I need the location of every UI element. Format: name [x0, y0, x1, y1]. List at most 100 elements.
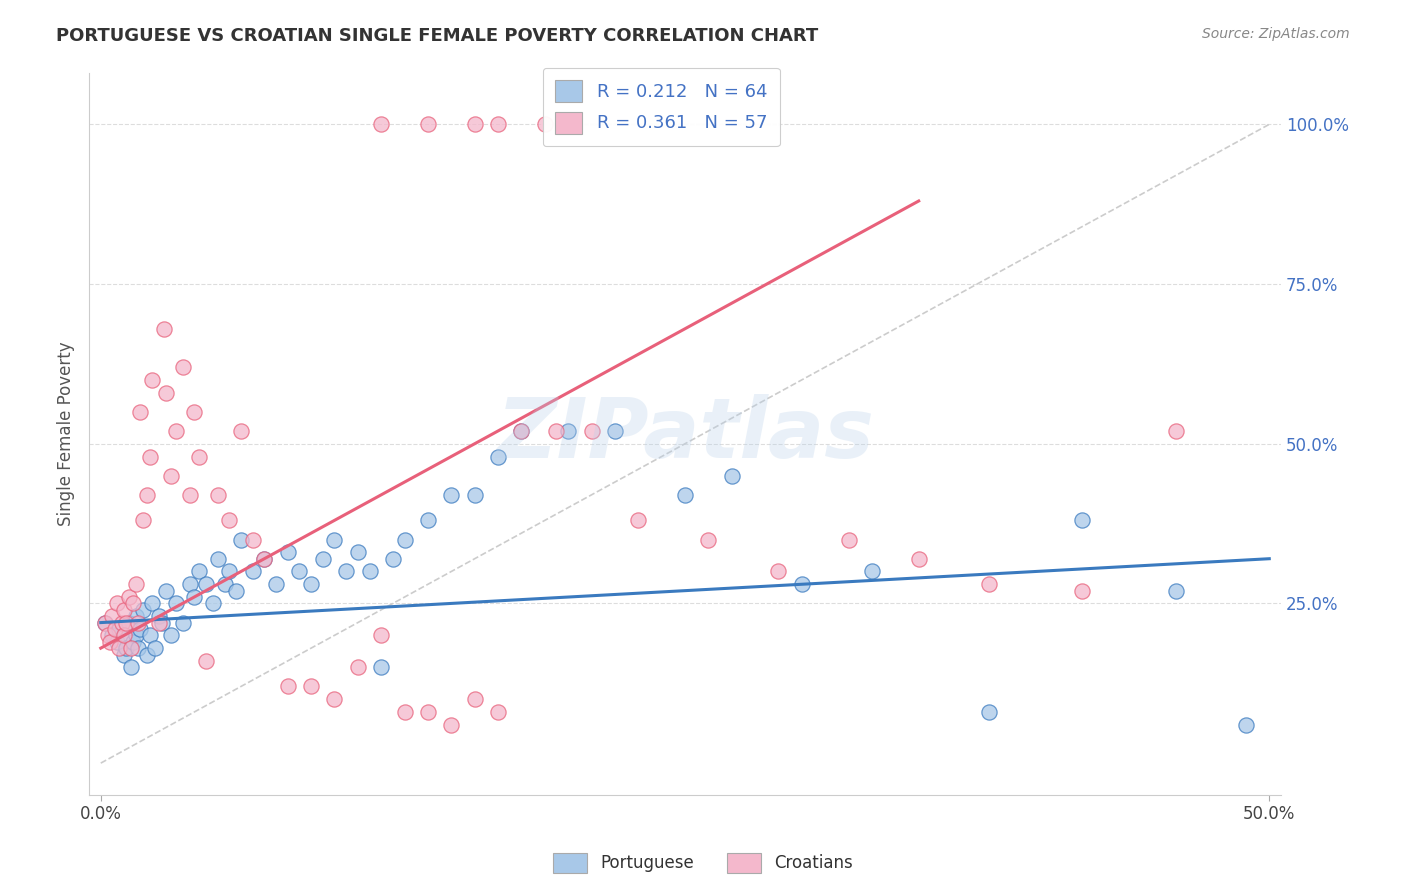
Point — [416, 117, 439, 131]
Point — [464, 117, 486, 131]
Point — [1071, 513, 1094, 527]
Point — [720, 468, 742, 483]
Point — [165, 596, 187, 610]
Point — [627, 513, 650, 527]
Point — [143, 641, 166, 656]
Point — [104, 622, 127, 636]
Point — [153, 322, 176, 336]
Point — [105, 596, 128, 610]
Point — [105, 634, 128, 648]
Point — [218, 513, 240, 527]
Point — [323, 533, 346, 547]
Text: ZIPatlas: ZIPatlas — [496, 393, 875, 475]
Point — [440, 488, 463, 502]
Point — [288, 565, 311, 579]
Point — [120, 641, 142, 656]
Point — [148, 609, 170, 624]
Point — [370, 660, 392, 674]
Point — [97, 628, 120, 642]
Point — [370, 117, 392, 131]
Point — [112, 628, 135, 642]
Point — [977, 577, 1000, 591]
Point — [464, 488, 486, 502]
Point — [299, 577, 322, 591]
Legend: R = 0.212   N = 64, R = 0.361   N = 57: R = 0.212 N = 64, R = 0.361 N = 57 — [543, 68, 780, 146]
Point — [98, 634, 121, 648]
Legend: Portuguese, Croatians: Portuguese, Croatians — [547, 847, 859, 880]
Text: Source: ZipAtlas.com: Source: ZipAtlas.com — [1202, 27, 1350, 41]
Point — [533, 117, 555, 131]
Point — [207, 551, 229, 566]
Point — [141, 596, 163, 610]
Point — [218, 565, 240, 579]
Point — [264, 577, 287, 591]
Point — [510, 424, 533, 438]
Point — [1234, 718, 1257, 732]
Point — [115, 641, 138, 656]
Point — [838, 533, 860, 547]
Text: PORTUGUESE VS CROATIAN SINGLE FEMALE POVERTY CORRELATION CHART: PORTUGUESE VS CROATIAN SINGLE FEMALE POV… — [56, 27, 818, 45]
Point — [183, 590, 205, 604]
Point — [172, 360, 194, 375]
Point — [125, 628, 148, 642]
Point — [160, 628, 183, 642]
Point — [127, 641, 149, 656]
Point — [132, 603, 155, 617]
Point — [94, 615, 117, 630]
Point — [416, 705, 439, 719]
Point — [136, 488, 159, 502]
Point — [187, 565, 209, 579]
Y-axis label: Single Female Poverty: Single Female Poverty — [58, 342, 75, 526]
Point — [194, 577, 217, 591]
Point — [132, 513, 155, 527]
Point — [253, 551, 276, 566]
Point — [394, 705, 416, 719]
Point — [160, 468, 183, 483]
Point — [179, 488, 201, 502]
Point — [312, 551, 335, 566]
Point — [125, 577, 148, 591]
Point — [581, 424, 603, 438]
Point — [697, 533, 720, 547]
Point — [464, 692, 486, 706]
Point — [112, 603, 135, 617]
Point — [118, 615, 141, 630]
Point — [277, 545, 299, 559]
Point — [242, 533, 264, 547]
Point — [347, 660, 370, 674]
Point — [394, 533, 416, 547]
Point — [108, 641, 131, 656]
Point — [1164, 583, 1187, 598]
Point — [129, 405, 152, 419]
Point — [179, 577, 201, 591]
Point — [790, 577, 813, 591]
Point — [139, 450, 162, 464]
Point — [860, 565, 883, 579]
Point — [977, 705, 1000, 719]
Point — [277, 680, 299, 694]
Point — [907, 551, 929, 566]
Point — [141, 373, 163, 387]
Point — [359, 565, 381, 579]
Point — [207, 488, 229, 502]
Point — [486, 117, 509, 131]
Point — [201, 596, 224, 610]
Point — [127, 615, 149, 630]
Point — [416, 513, 439, 527]
Point — [112, 648, 135, 662]
Point — [120, 660, 142, 674]
Point — [214, 577, 236, 591]
Point — [118, 590, 141, 604]
Point — [768, 565, 790, 579]
Point — [172, 615, 194, 630]
Point — [150, 615, 173, 630]
Point — [122, 634, 145, 648]
Point — [603, 424, 626, 438]
Point — [486, 705, 509, 719]
Point — [101, 609, 124, 624]
Point — [155, 583, 177, 598]
Point — [347, 545, 370, 559]
Point — [486, 450, 509, 464]
Point — [129, 622, 152, 636]
Point — [115, 615, 138, 630]
